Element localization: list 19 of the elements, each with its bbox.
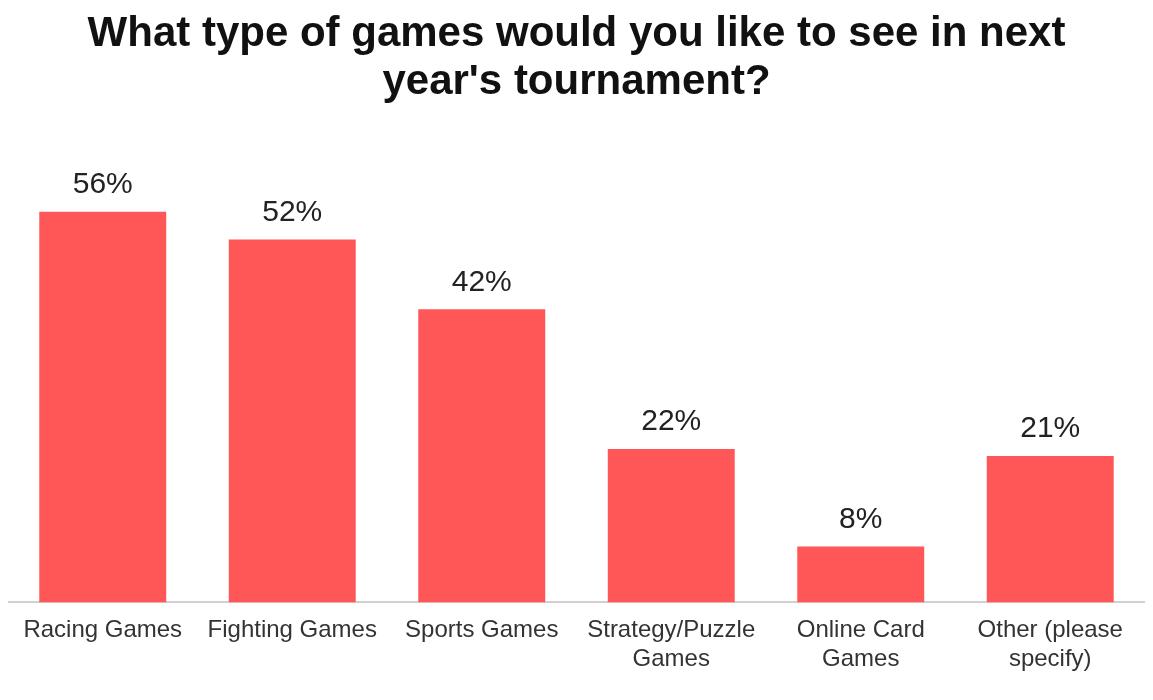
x-tick-label: Fighting Games	[207, 615, 377, 643]
x-tick-label: Strategy/Puzzle Games	[587, 615, 756, 672]
data-label: 22%	[641, 403, 702, 437]
x-tick-label: Other (please specify)	[977, 615, 1123, 672]
data-label: 52%	[262, 193, 323, 227]
x-tick-label: Online Card Games	[796, 615, 925, 672]
chart-title: What type of games would you like to see in next year's tournament?	[86, 8, 1067, 104]
x-tick-label: Sports Games	[405, 615, 559, 643]
bar	[797, 546, 925, 603]
data-label: 21%	[1020, 410, 1081, 444]
bar	[418, 309, 546, 603]
data-label: 8%	[839, 500, 883, 534]
data-label: 42%	[451, 263, 512, 297]
x-tick-label: Racing Games	[23, 615, 183, 643]
data-label: 56%	[72, 165, 133, 199]
bar	[607, 448, 735, 603]
bar	[228, 239, 356, 603]
bar	[986, 455, 1114, 603]
bar	[39, 211, 167, 603]
